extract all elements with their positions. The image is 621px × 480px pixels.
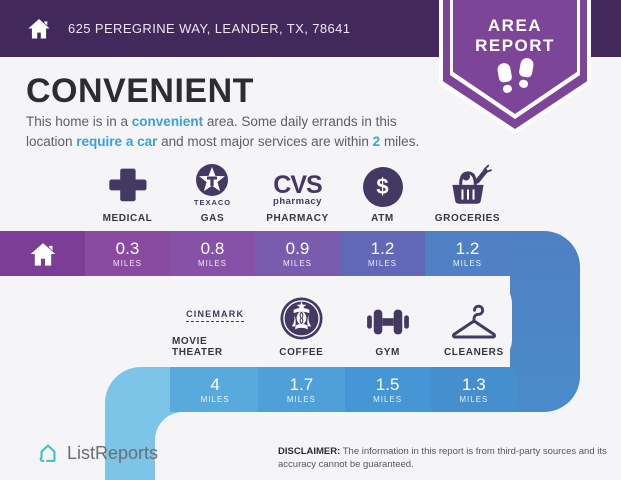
distance-cell: 1.5 MILES bbox=[344, 367, 431, 412]
amenity-gas: TEXACO GAS bbox=[170, 156, 255, 224]
amenity-pharmacy: CVS pharmacy PHARMACY bbox=[255, 156, 340, 225]
amenity-label: CLEANERS bbox=[443, 347, 504, 358]
amenity-label: GROCERIES bbox=[434, 213, 501, 224]
starbucks-siren-icon bbox=[279, 296, 324, 341]
cinemark-logo-icon: CINEMARK bbox=[186, 309, 245, 330]
distance-bar-row-1: 0.3 MILES 0.8 MILES 0.9 MILES 1.2 MILES 1.2 M… bbox=[0, 231, 510, 276]
amenity-atm: $ ATM bbox=[340, 156, 425, 224]
disclaimer-text: DISCLAIMER: The information in this repo… bbox=[278, 446, 607, 470]
cvs-pharmacy-wordmark: pharmacy bbox=[273, 196, 322, 207]
footprints-icon bbox=[439, 57, 591, 94]
texaco-logo-icon: TEXACO bbox=[194, 163, 231, 207]
amenity-cleaners: CLEANERS bbox=[431, 292, 517, 358]
amenity-label: PHARMACY bbox=[266, 213, 329, 224]
listreports-wordmark: ListReports bbox=[67, 442, 159, 463]
home-marker-cell bbox=[0, 231, 85, 276]
distance-cell: 0.8 MILES bbox=[170, 231, 255, 276]
property-address: 625 PEREGRINE WAY, LEANDER, TX, 78641 bbox=[68, 21, 351, 36]
amenity-label: ATM bbox=[371, 213, 394, 224]
amenity-label: GAS bbox=[200, 213, 225, 224]
area-report-badge: AREA REPORT bbox=[439, 0, 591, 134]
distance-bar-row-2: 4 MILES 1.7 MILES 1.5 MILES 1.3 MILES bbox=[172, 367, 517, 412]
amenity-label: GYM bbox=[375, 347, 400, 358]
distance-cell: 1.7 MILES bbox=[258, 367, 345, 412]
listreports-logo-icon bbox=[39, 444, 56, 462]
listreports-brand: ListReports bbox=[36, 441, 158, 465]
amenity-groceries: GROCERIES bbox=[425, 156, 510, 224]
cvs-wordmark: CVS bbox=[273, 171, 322, 199]
home-icon bbox=[30, 242, 55, 266]
cvs-logo-icon: CVS pharmacy bbox=[273, 171, 323, 208]
amenity-label: MEDICAL bbox=[102, 213, 153, 224]
distance-cell: 1.2 MILES bbox=[340, 231, 425, 276]
amenity-gym: GYM bbox=[345, 292, 431, 358]
distance-cell: 1.3 MILES bbox=[430, 367, 517, 412]
distance-cell: 0.9 MILES bbox=[255, 231, 340, 276]
amenity-coffee: COFFEE bbox=[258, 292, 344, 358]
amenities-row-2: CINEMARK MOVIE THEATER COFFEE bbox=[172, 292, 517, 358]
hanger-icon bbox=[449, 301, 499, 341]
home-icon bbox=[26, 16, 52, 41]
badge-title: AREA REPORT bbox=[475, 16, 555, 55]
amenity-medical: MEDICAL bbox=[85, 156, 170, 224]
amenity-label: COFFEE bbox=[279, 347, 324, 358]
distance-cell: 0.3 MILES bbox=[85, 231, 170, 276]
summary-text: This home is in a convenient area. Some … bbox=[26, 114, 420, 149]
path-right-elbow bbox=[510, 231, 580, 412]
distance-cell: 4 MILES bbox=[172, 367, 259, 412]
page-title: CONVENIENT bbox=[26, 72, 254, 110]
amenities-row-1: MEDICAL TEXACO GAS CVS pharmacy PHARMACY bbox=[85, 156, 510, 224]
dollar-circle-icon: $ bbox=[362, 167, 403, 207]
amenity-label: MOVIE THEATER bbox=[172, 336, 223, 358]
cinemark-wordmark: CINEMARK bbox=[186, 309, 245, 322]
medical-cross-icon bbox=[107, 165, 149, 207]
texaco-wordmark: TEXACO bbox=[193, 198, 232, 207]
distance-cell: 1.2 MILES bbox=[425, 231, 510, 276]
amenity-movie-theater: CINEMARK MOVIE THEATER bbox=[172, 292, 258, 358]
dumbbell-icon bbox=[365, 303, 411, 341]
grocery-basket-icon bbox=[444, 161, 492, 207]
